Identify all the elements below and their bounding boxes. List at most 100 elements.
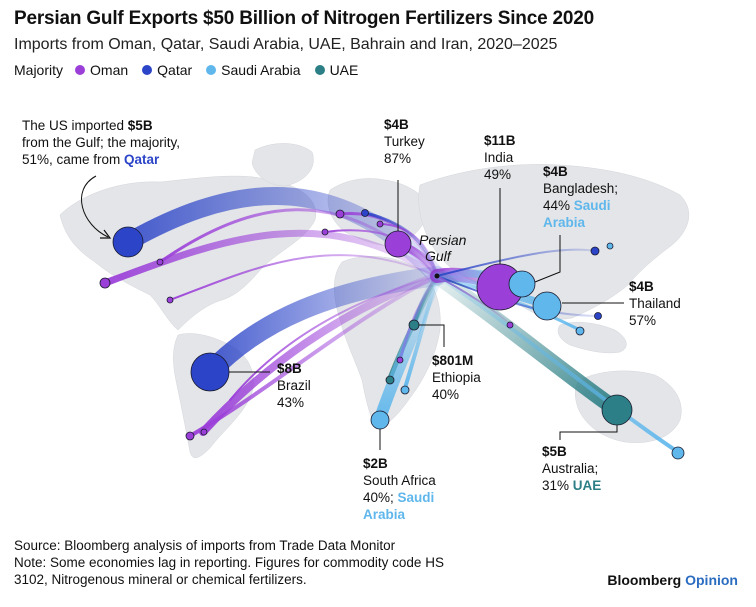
qatar-dot-icon bbox=[142, 65, 153, 75]
flow-to-argentina bbox=[188, 274, 439, 438]
india-share: 49% bbox=[484, 167, 512, 182]
ethiopia-label: $801M Ethiopia 40% bbox=[432, 352, 481, 403]
asia-bubble-3 bbox=[506, 321, 514, 329]
bangladesh-label: $4B Bangladesh; 44% Saudi Arabia bbox=[543, 163, 618, 231]
africa-bubble-2 bbox=[400, 385, 410, 395]
europe-bubble-1 bbox=[335, 209, 345, 219]
ethiopia-leader bbox=[419, 324, 445, 347]
australia-value: $5B bbox=[542, 444, 567, 459]
ethiopia-name: Ethiopia bbox=[432, 370, 481, 385]
note-line1: Note: Some economies lag in reporting. F… bbox=[14, 555, 444, 570]
chart-subtitle: Imports from Oman, Qatar, Saudi Arabia, … bbox=[14, 36, 558, 53]
turkey-name: Turkey bbox=[384, 134, 425, 149]
australia-bubble bbox=[601, 394, 633, 426]
flow-to-mexico bbox=[169, 254, 438, 301]
us-annotation-line2: from the Gulf; the majority, bbox=[22, 135, 181, 150]
bangladesh-leader bbox=[534, 235, 561, 283]
note-line2: 3102, Nitrogenous mineral or chemical fe… bbox=[14, 572, 307, 587]
africa-bubble-3 bbox=[396, 356, 404, 364]
thailand-bubble bbox=[532, 291, 562, 321]
south-africa-label: $2B South Africa 40%; Saudi Arabia bbox=[363, 455, 436, 523]
hub-dot bbox=[434, 273, 440, 279]
brazil-2-bubble bbox=[200, 428, 208, 436]
oman-dot-icon bbox=[75, 65, 86, 75]
south-africa-name: South Africa bbox=[363, 473, 436, 488]
ethiopia-bubble bbox=[408, 319, 420, 331]
flow-to-south-america-3 bbox=[229, 275, 438, 401]
south-africa-bubble bbox=[370, 410, 390, 430]
us-arrow bbox=[81, 175, 109, 238]
turkey-share: 87% bbox=[384, 151, 412, 166]
africa-bubble-1 bbox=[385, 375, 395, 385]
asia-bubble-1 bbox=[575, 326, 585, 336]
south-africa-country2: Arabia bbox=[363, 507, 406, 522]
legend-label-saudi-arabia: Saudi Arabia bbox=[221, 62, 301, 78]
flow-map bbox=[59, 143, 690, 460]
legend-item-oman: Oman bbox=[75, 62, 128, 78]
us-annotation-country: Qatar bbox=[124, 152, 160, 167]
legend-label-uae: UAE bbox=[329, 62, 359, 78]
new-zealand-bubble bbox=[671, 446, 685, 460]
brand-logo: Bloomberg Opinion bbox=[607, 572, 738, 588]
brand-suffix: Opinion bbox=[685, 572, 738, 588]
flow-to-east-asia bbox=[436, 248, 596, 277]
flow-to-south-africa bbox=[374, 270, 443, 424]
legend: Majority Oman Qatar Saudi Arabia UAE bbox=[14, 62, 372, 78]
turkey-value: $4B bbox=[384, 117, 409, 132]
brand-name: Bloomberg bbox=[607, 572, 682, 588]
south-africa-share: 40%; bbox=[363, 490, 398, 505]
hub-label: Persian Gulf bbox=[419, 232, 466, 264]
turkey-bubble bbox=[384, 230, 412, 258]
legend-label-qatar: Qatar bbox=[157, 62, 193, 78]
japan-bubble bbox=[606, 242, 614, 250]
saudi-arabia-dot-icon bbox=[206, 65, 217, 75]
legend-title: Majority bbox=[14, 62, 64, 78]
india-value: $11B bbox=[484, 133, 516, 148]
south-africa-value: $2B bbox=[363, 456, 388, 471]
legend-item-saudi-arabia: Saudi Arabia bbox=[206, 62, 301, 78]
brazil-share: 43% bbox=[277, 395, 305, 410]
canada-bubble bbox=[156, 258, 164, 266]
us-annotation-value: $5B bbox=[127, 118, 153, 133]
greenland-landmass bbox=[251, 143, 314, 187]
asia-bubble-2 bbox=[594, 312, 602, 320]
bubbles bbox=[99, 209, 685, 460]
bangladesh-country2: Arabia bbox=[543, 215, 586, 230]
legend-item-uae: UAE bbox=[314, 62, 359, 78]
us-annotation: The US imported $5B from the Gulf; the m… bbox=[22, 117, 180, 168]
bangladesh-country1: Saudi bbox=[573, 198, 611, 213]
australia-name: Australia; bbox=[542, 461, 599, 476]
australia-label: $5B Australia; 31% UAE bbox=[542, 443, 601, 494]
east-asia-bubble bbox=[590, 246, 600, 256]
flow-to-brazil bbox=[200, 266, 447, 382]
hub-label-line1: Persian bbox=[419, 232, 467, 248]
australia-share: 31% bbox=[542, 478, 573, 493]
europe-bubble-2 bbox=[361, 209, 369, 217]
ethiopia-value: $801M bbox=[432, 353, 474, 368]
thailand-share: 57% bbox=[629, 313, 657, 328]
turkey-label: $4B Turkey 87% bbox=[384, 116, 425, 167]
brazil-bubble bbox=[190, 352, 230, 392]
us-annotation-line3: 51%, came from bbox=[22, 152, 125, 167]
flow-to-brazil-2 bbox=[199, 272, 441, 436]
bangladesh-share: 44% bbox=[543, 198, 574, 213]
europe-bubble-4 bbox=[376, 220, 384, 228]
hub-label-line2: Gulf bbox=[425, 248, 451, 264]
brazil-label: $8B Brazil 43% bbox=[277, 360, 311, 411]
brazil-value: $8B bbox=[277, 361, 302, 376]
southeast-asia-landmass bbox=[557, 322, 627, 354]
argentina-bubble bbox=[185, 431, 195, 441]
india-name: India bbox=[484, 150, 514, 165]
leader-lines bbox=[81, 175, 624, 450]
bangladesh-name: Bangladesh; bbox=[543, 181, 619, 196]
bangladesh-value: $4B bbox=[543, 164, 568, 179]
legend-label-oman: Oman bbox=[90, 62, 129, 78]
footer: Source: Bloomberg analysis of imports fr… bbox=[14, 537, 444, 588]
ethiopia-share: 40% bbox=[432, 387, 460, 402]
australia-leader bbox=[559, 425, 618, 440]
source-note: Source: Bloomberg analysis of imports fr… bbox=[14, 538, 396, 553]
chart-title: Persian Gulf Exports $50 Billion of Nitr… bbox=[14, 8, 594, 29]
bangladesh-bubble bbox=[508, 270, 536, 298]
brazil-name: Brazil bbox=[277, 378, 311, 393]
india-label: $11B India 49% bbox=[484, 132, 516, 183]
